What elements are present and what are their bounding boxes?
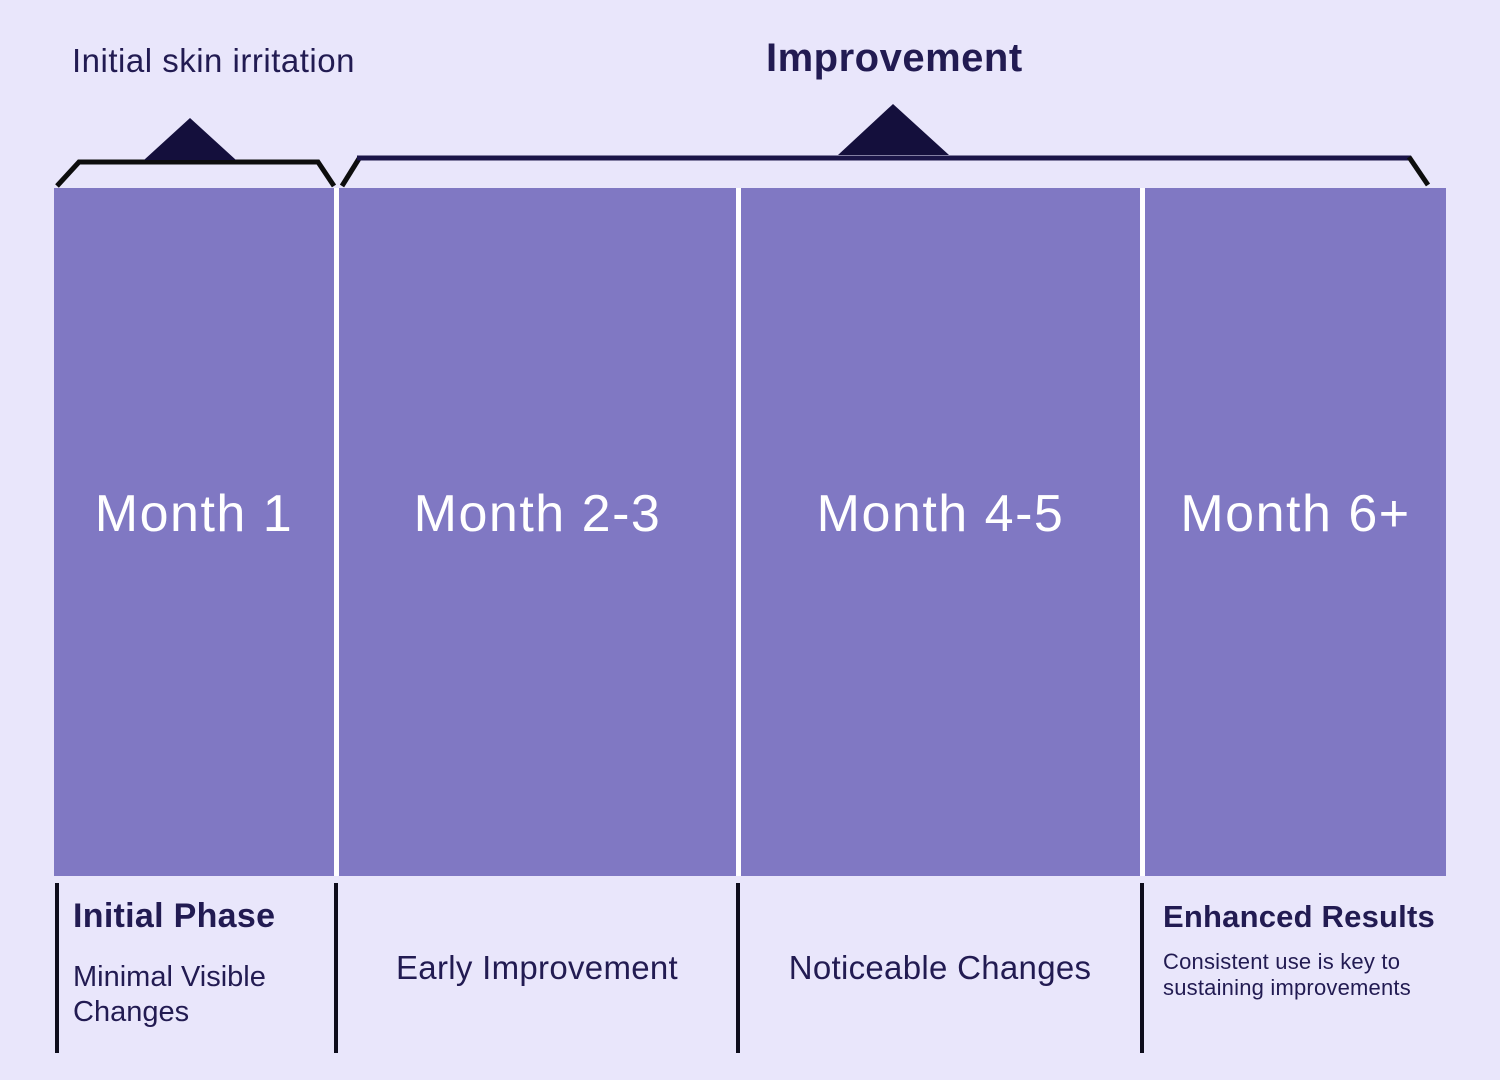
footer-enhanced-results: Enhanced Results Consistent use is key t… — [1163, 899, 1455, 1001]
footer-early-improvement: Early Improvement — [338, 883, 736, 1053]
footer-noticeable-changes: Noticeable Changes — [740, 883, 1140, 1053]
month-2-3-label: Month 2-3 — [413, 485, 662, 543]
bracket-improvement-right-end — [1406, 155, 1431, 187]
initial-irritation-label: Initial skin irritation — [72, 42, 355, 79]
month-6-plus-label: Month 6+ — [1180, 485, 1411, 543]
footer-initial-phase: Initial Phase Minimal Visible Changes — [73, 897, 323, 1030]
bracket-month1 — [55, 159, 337, 188]
timeline-column-month-2-3: Month 2-3 — [339, 188, 736, 876]
footer-initial-phase-note: Minimal Visible Changes — [73, 961, 266, 1028]
footer-divider-1 — [55, 883, 59, 1053]
pointer-triangle-improvement — [838, 104, 949, 155]
footer-enhanced-results-note: Consistent use is key to sustaining impr… — [1163, 949, 1411, 1000]
footer-initial-phase-title: Initial Phase — [73, 897, 276, 935]
bracket-annotations — [55, 104, 1431, 188]
timeline-column-month-4-5: Month 4-5 — [741, 188, 1140, 876]
month-1-label: Month 1 — [94, 485, 294, 543]
pointer-triangle-irritation — [144, 118, 236, 160]
timeline-column-month-6-plus: Month 6+ — [1145, 188, 1446, 876]
timeline-columns: Month 1 Month 2-3 Month 4-5 Month 6+ — [54, 188, 1446, 876]
footer-noticeable-changes-title: Noticeable Changes — [788, 949, 1092, 986]
bracket-improvement-left-end — [339, 155, 363, 188]
month-4-5-label: Month 4-5 — [816, 485, 1065, 543]
footer-enhanced-results-title: Enhanced Results — [1163, 899, 1435, 934]
footer-divider-2 — [334, 883, 338, 1053]
footer-divider-3 — [736, 883, 740, 1053]
footer-divider-4 — [1140, 883, 1144, 1053]
timeline-column-month-1: Month 1 — [54, 188, 334, 876]
improvement-label: Improvement — [766, 36, 1023, 80]
footer-early-improvement-title: Early Improvement — [395, 949, 679, 986]
